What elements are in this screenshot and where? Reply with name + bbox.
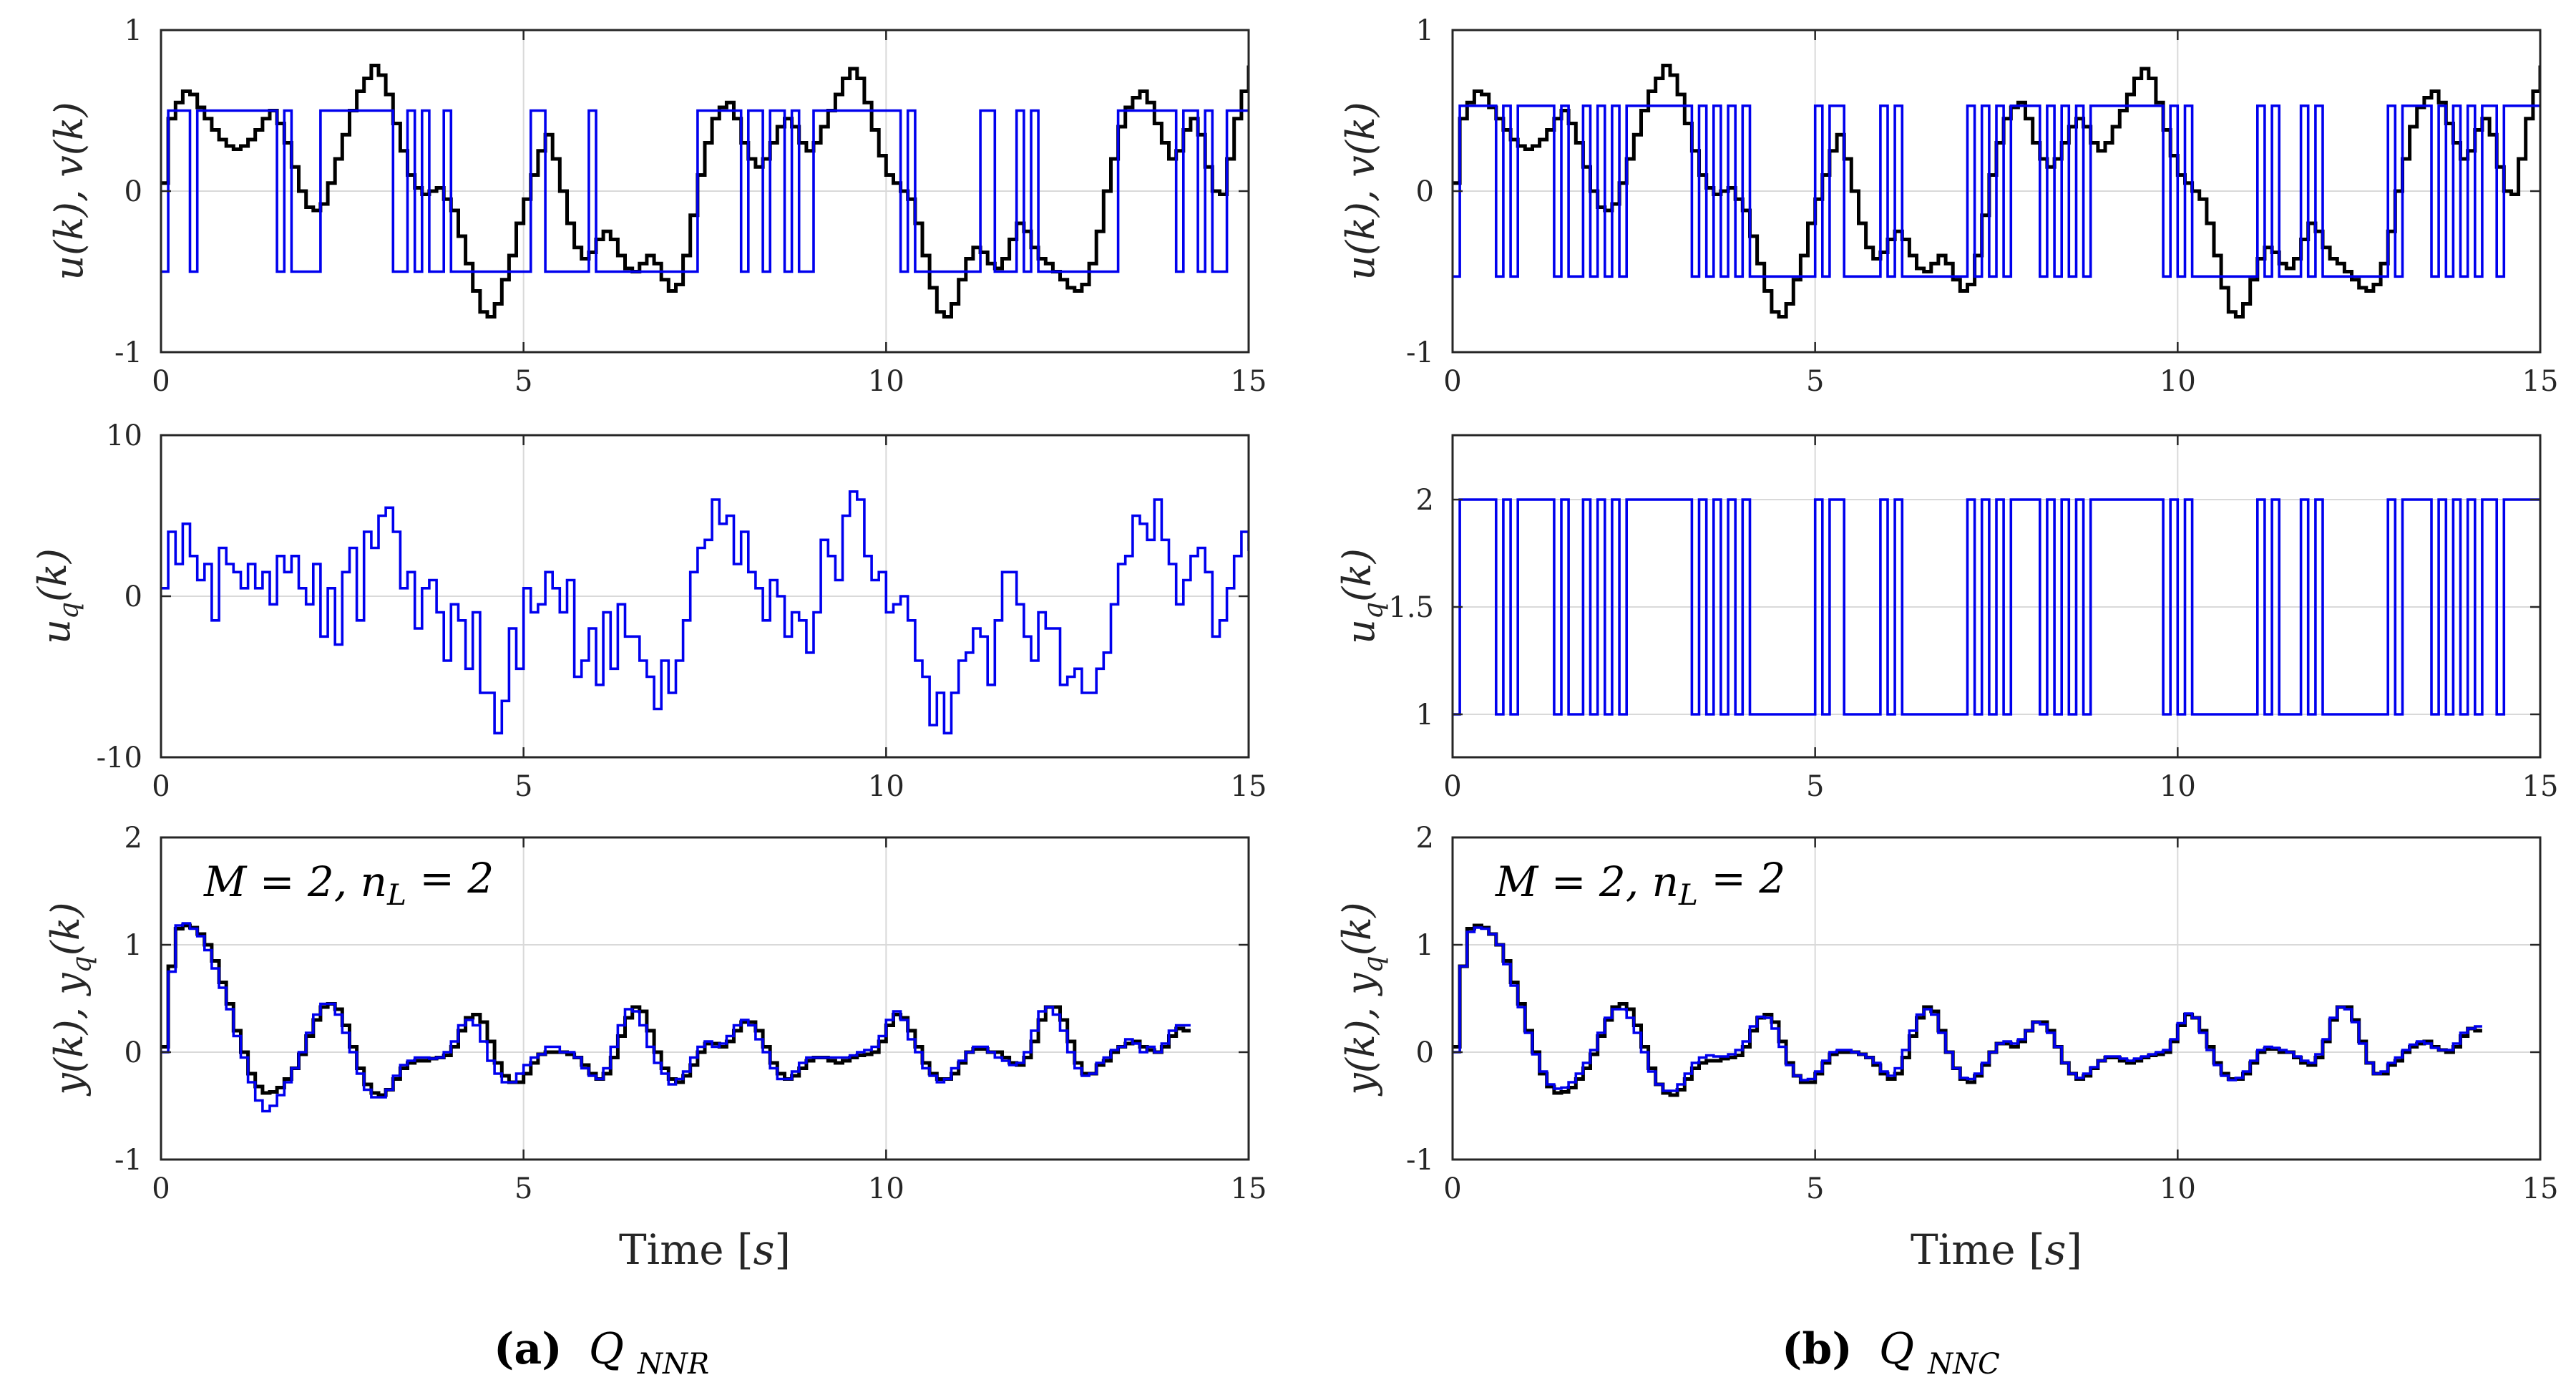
x-tick-label: 15: [1231, 1172, 1267, 1205]
y-tick-label: 10: [106, 419, 142, 452]
axes-box: [160, 836, 1250, 1161]
series-y-q-k--line: [1453, 926, 2482, 1092]
y-tick-label: 1: [1416, 929, 1434, 962]
y-tick-label: -10: [97, 742, 142, 774]
y-tick-label: 1: [1416, 699, 1434, 732]
x-tick-label: 10: [868, 770, 904, 803]
y-tick-label: 2: [125, 822, 142, 855]
y-tick-label: -1: [1406, 1144, 1434, 1177]
x-tick-label: 15: [2522, 365, 2559, 398]
panel-b-top: 0 5 10 15 -1 0 1 u(k), v(k): [1338, 14, 2558, 398]
caption-b-subscript: NNC: [1927, 1348, 2000, 1381]
panel-a-bot: 0 5 10 15 -1 0 1 2 y(k), yq(k) Time [s] M = 2, nL …: [43, 822, 1267, 1274]
parameter-annotation: M = 2, nL = 2: [203, 854, 494, 912]
x-tick-label: 5: [514, 1172, 532, 1205]
y-axis-label: u(k), v(k): [47, 102, 92, 280]
axes-box: [1451, 836, 2542, 1161]
caption-a-symbol: Q: [589, 1324, 624, 1374]
x-tick-label: 0: [1443, 365, 1461, 398]
x-tick-label: 5: [1806, 770, 1824, 803]
x-tick-label: 0: [1443, 770, 1461, 803]
x-tick-label: 5: [514, 770, 532, 803]
y-tick-label: 0: [125, 580, 142, 613]
series-y-k--line: [161, 923, 1191, 1097]
y-tick-label: 0: [1416, 1036, 1434, 1069]
x-axis-label: Time [s]: [1911, 1225, 2082, 1274]
panel-a-mid: 0 5 10 15 -10 0 10 uq(k): [30, 419, 1267, 803]
x-tick-label: 0: [152, 365, 170, 398]
x-tick-label: 15: [2522, 770, 2559, 803]
panel-b-mid: 0 5 10 15 1 1.5 2 uq(k): [1335, 434, 2559, 803]
y-tick-label: 0: [125, 175, 142, 208]
y-tick-label: 2: [1416, 822, 1434, 855]
x-tick-label: 10: [868, 365, 904, 398]
series-v-k--line: [1453, 105, 2540, 278]
x-tick-label: 0: [152, 1172, 170, 1205]
y-tick-label: 0: [125, 1036, 142, 1069]
caption-a: (a) Q NNR: [494, 1324, 709, 1381]
series-u-k--line: [161, 64, 1249, 319]
y-tick-label: -1: [114, 1144, 142, 1177]
y-tick-label: -1: [1406, 336, 1434, 369]
caption-b-letter: (b): [1782, 1324, 1853, 1374]
y-axis-label: y(k), yq(k): [1335, 902, 1388, 1096]
y-tick-label: 1: [125, 929, 142, 962]
caption-a-subscript: NNR: [637, 1348, 709, 1381]
x-tick-label: 5: [1806, 1172, 1824, 1205]
x-tick-label: 0: [152, 770, 170, 803]
x-axis-label: Time [s]: [619, 1225, 791, 1274]
x-tick-label: 10: [2160, 365, 2196, 398]
y-tick-label: 2: [1416, 484, 1434, 517]
y-tick-label: 1: [1416, 14, 1434, 47]
x-tick-label: 15: [1231, 365, 1267, 398]
series-u-q-k--line: [1453, 498, 2540, 716]
series-u-q-k--line: [161, 490, 1249, 735]
caption-b-symbol: Q: [1879, 1324, 1914, 1374]
x-tick-label: 15: [2522, 1172, 2559, 1205]
series-y-q-k--line: [161, 922, 1191, 1113]
caption-a-letter: (a): [494, 1324, 562, 1374]
x-tick-label: 5: [514, 365, 532, 398]
panel-a-top: 0 5 10 15 -1 0 1 u(k), v(k): [47, 14, 1267, 398]
panel-b-bot: 0 5 10 15 -1 0 1 2 y(k), yq(k) Time [s] M = 2, nL …: [1335, 822, 2558, 1274]
caption-b: (b) Q NNC: [1782, 1324, 2000, 1381]
y-tick-label: -1: [114, 336, 142, 369]
y-axis-label: uq(k): [30, 548, 84, 644]
x-tick-label: 10: [2160, 1172, 2196, 1205]
x-tick-label: 10: [868, 1172, 904, 1205]
x-tick-label: 0: [1443, 1172, 1461, 1205]
y-tick-label: 0: [1416, 175, 1434, 208]
y-axis-label: u(k), v(k): [1338, 102, 1383, 280]
y-tick-label: 1: [125, 14, 142, 47]
axes-box: [1451, 434, 2542, 759]
x-tick-label: 10: [2160, 770, 2196, 803]
series-y-k--line: [1453, 923, 2482, 1097]
x-tick-label: 5: [1806, 365, 1824, 398]
y-axis-label: uq(k): [1335, 548, 1388, 644]
series-v-k--line: [161, 109, 1249, 273]
y-tick-label: 1.5: [1388, 591, 1434, 624]
parameter-annotation: M = 2, nL = 2: [1495, 854, 1785, 912]
svg-text:(a) Q NNR: (a) Q NNR: [494, 1324, 709, 1381]
x-tick-label: 15: [1231, 770, 1267, 803]
svg-text:(b) Q NNC: (b) Q NNC: [1782, 1324, 2000, 1381]
y-axis-label: y(k), yq(k): [43, 902, 97, 1096]
